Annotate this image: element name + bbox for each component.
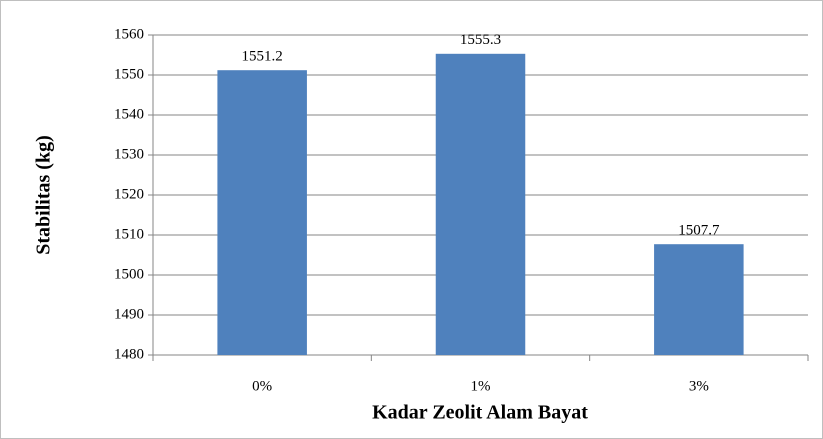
data-label: 1555.3 [460, 32, 501, 48]
bar [654, 244, 744, 355]
y-tick-label: 1560 [114, 26, 144, 42]
x-tick-label: 1% [471, 378, 491, 394]
y-tick-label: 1550 [114, 66, 144, 82]
y-tick-label: 1480 [114, 346, 144, 362]
y-tick-label: 1500 [114, 266, 144, 282]
y-tick-label: 1540 [114, 106, 144, 122]
x-axis-title: Kadar Zeolit Alam Bayat [372, 402, 588, 424]
y-axis-title: Stabilitas (kg) [33, 135, 55, 254]
data-label: 1507.7 [678, 223, 720, 239]
x-tick-label: 0% [252, 378, 272, 394]
y-tick-label: 1530 [114, 146, 144, 162]
y-tick-label: 1490 [114, 306, 144, 322]
y-tick-label: 1520 [114, 186, 144, 202]
bar [435, 53, 526, 356]
x-tick-label: 3% [689, 378, 709, 394]
bar [217, 70, 307, 355]
y-tick-label: 1510 [114, 226, 144, 242]
data-label: 1551.2 [242, 49, 283, 65]
